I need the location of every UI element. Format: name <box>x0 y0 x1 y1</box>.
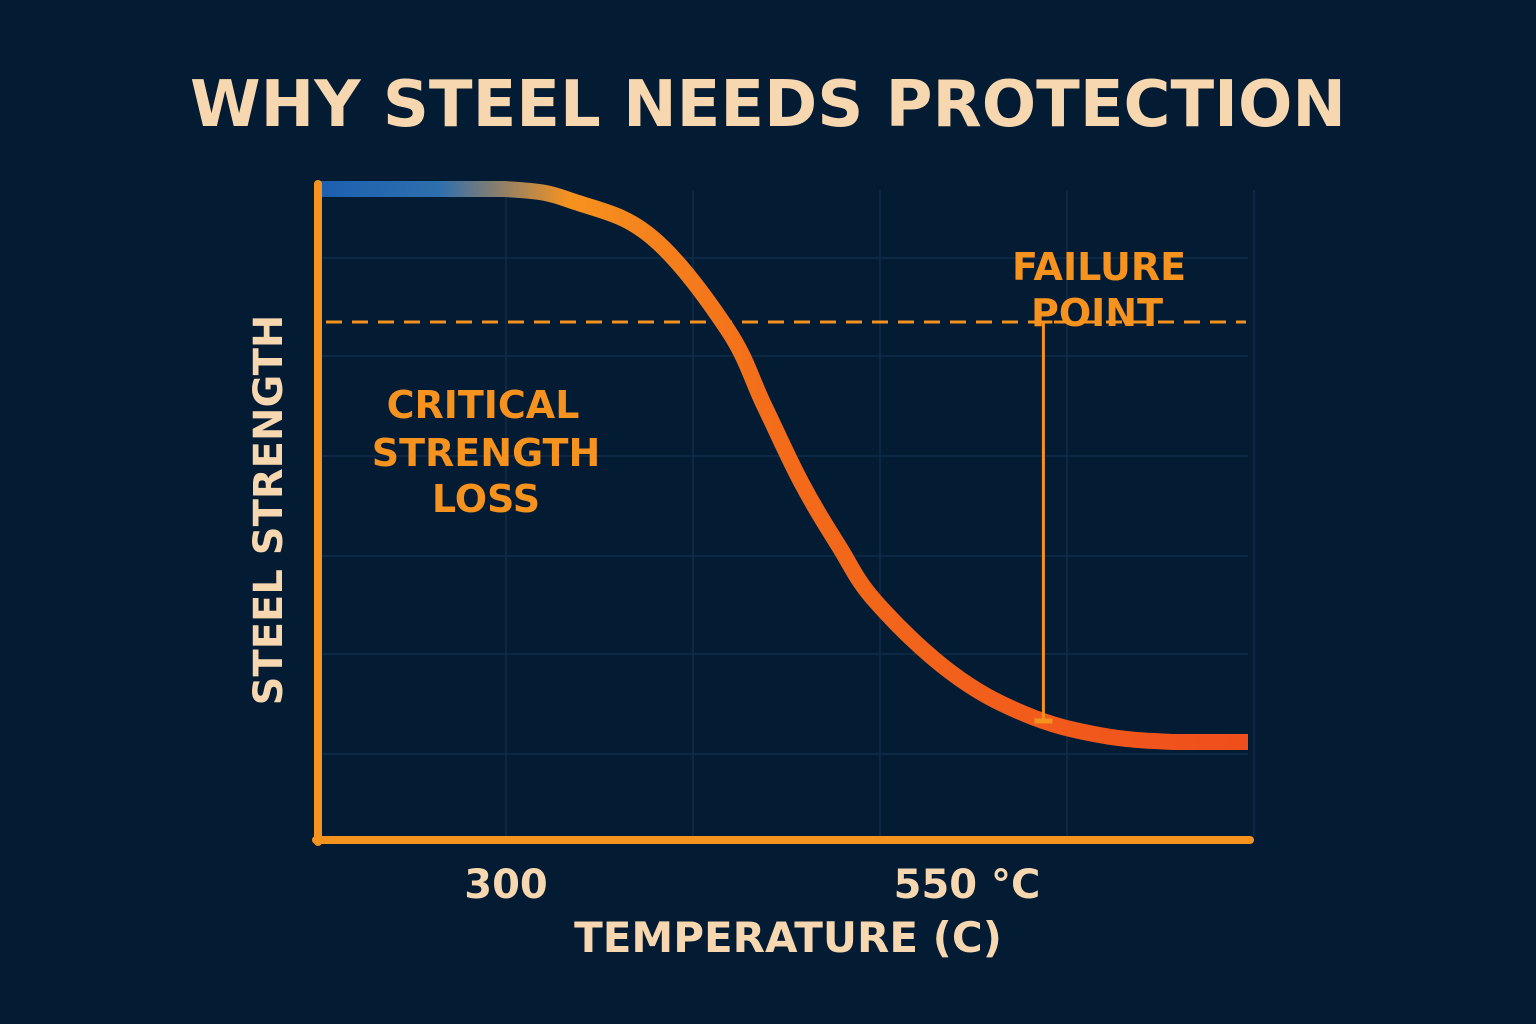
critical-label-line-2: STRENGTH <box>372 431 601 475</box>
x-tick-label: 300 <box>464 862 548 908</box>
failure-label-line-1: FAILURE <box>1012 245 1186 289</box>
x-axis-label: TEMPERATURE (C) <box>574 913 1002 962</box>
failure-label-line-2: POINT <box>1031 291 1163 335</box>
y-axis-label: STEEL STRENGTH <box>246 315 292 706</box>
x-tick-label: 550 °C <box>894 862 1041 908</box>
critical-label-line-3: LOSS <box>432 477 540 521</box>
strength-curve <box>317 180 1248 751</box>
critical-label-line-1: CRITICAL <box>387 383 580 427</box>
chart-title: WHY STEEL NEEDS PROTECTION <box>190 68 1346 142</box>
grid-lines <box>322 190 1255 836</box>
x-tick-labels: 300 550 °C <box>464 862 1040 908</box>
